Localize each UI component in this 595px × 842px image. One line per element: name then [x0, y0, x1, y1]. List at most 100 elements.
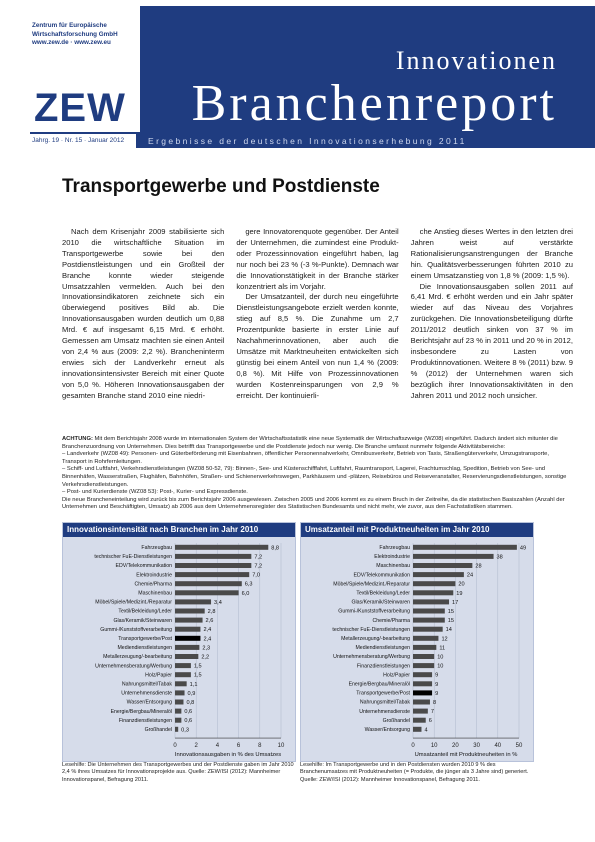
- bar: [175, 708, 182, 714]
- value-label: 0,6: [184, 718, 192, 724]
- meta-row: [30, 134, 595, 148]
- value-label: 0,8: [186, 700, 194, 706]
- bar: [175, 654, 199, 659]
- category-label: Gummi-/Kunststoffverarbeitung: [100, 627, 172, 633]
- bar: [413, 599, 450, 605]
- x-axis-label: Innovationsausgaben in % des Umsatzes: [175, 752, 281, 758]
- category-label: Mediendienstleistungen: [355, 645, 410, 651]
- value-label: 8: [433, 700, 436, 706]
- category-label: Großhandel: [145, 727, 172, 733]
- category-label: Metallerzeugung/-bearbeitung: [341, 636, 410, 642]
- category-label: Elektroindustrie: [374, 554, 410, 560]
- x-axis-label: Umsatzanteil mit Produktneuheiten in %: [415, 752, 518, 758]
- chart-product-novelty-share: Umsatzanteil mit Produktneuheiten im Jah…: [300, 522, 534, 762]
- category-label: Holz/Papier: [145, 672, 172, 678]
- header-banner: Zentrum für Europäische Wirtschaftsforsc…: [30, 6, 595, 148]
- x-tick-label: 20: [452, 743, 459, 749]
- category-label: EDV/Telekommunikation: [353, 572, 410, 578]
- bar: [175, 563, 252, 568]
- bar: [413, 626, 443, 632]
- category-label: EDV/Telekommunikation: [115, 563, 172, 569]
- value-label: 15: [448, 618, 454, 624]
- value-label: 8,8: [271, 545, 279, 551]
- category-label: Möbel/Spiele/Medizint./Reparatur: [333, 581, 410, 587]
- bar: [175, 717, 182, 723]
- publisher-block: Zentrum für Europäische Wirtschaftsforsc…: [30, 6, 140, 88]
- bar: [413, 726, 422, 732]
- category-label: Fahrzeugbau: [379, 545, 410, 551]
- note-text-2: Die neue Brancheneinteilung wird zurück …: [62, 496, 565, 511]
- value-label: 2,4: [203, 636, 211, 642]
- category-label: technischer FuE-Dienstleistungen: [94, 554, 172, 560]
- bar: [175, 690, 185, 696]
- bar: [413, 708, 428, 714]
- bar: [413, 663, 435, 669]
- bar: [175, 572, 250, 578]
- note-label: ACHTUNG:: [62, 436, 93, 442]
- value-label: 4: [424, 727, 427, 733]
- bar: [175, 544, 269, 550]
- category-label: Unternehmensdienste: [359, 709, 410, 715]
- x-tick-label: 10: [431, 743, 438, 749]
- bar: [413, 563, 473, 568]
- value-label: 1,5: [194, 664, 202, 670]
- bar: [413, 617, 445, 623]
- chart-caption-left: Lesehilfe: Die Unternehmen des Transport…: [62, 762, 294, 783]
- value-label: 6: [429, 718, 432, 724]
- category-label: Finanzdienstleistungen: [357, 663, 410, 669]
- chart-innovation-intensity: Innovationsintensität nach Branchen im J…: [62, 522, 296, 762]
- bar: [175, 608, 205, 614]
- category-label: Chemie/Pharma: [373, 618, 411, 624]
- category-label: Gummi-/Kunststoffverarbeitung: [338, 609, 410, 615]
- bar: [413, 672, 433, 678]
- category-label: Möbel/Spiele/Medizint./Reparatur: [95, 600, 172, 606]
- value-label: 12: [441, 636, 447, 642]
- article-paragraph: gere Innovatorenquote gegenüber. Der Ant…: [236, 227, 399, 291]
- report-subtitle: Ergebnisse der deutschen Innovationserhe…: [148, 136, 467, 146]
- bar: [175, 553, 252, 559]
- value-label: 7: [431, 709, 434, 715]
- category-label: Energie/Bergbau/Mineralöl: [349, 682, 410, 688]
- article-column-3: che Anstieg dieses Wertes in den letzten…: [411, 227, 573, 437]
- bar: [175, 635, 201, 641]
- value-label: 2,8: [208, 609, 216, 615]
- bar: [175, 599, 212, 605]
- article-paragraph: Der Umsatzanteil, der durch neu eingefüh…: [236, 292, 399, 400]
- note-text: Mit dem Berichtsjahr 2008 wurde im inter…: [62, 436, 558, 450]
- value-label: 38: [497, 554, 503, 560]
- bar: [175, 681, 187, 687]
- category-label: Unternehmensberatung/Werbung: [333, 654, 410, 660]
- bar: [413, 581, 456, 587]
- bar: [175, 699, 184, 705]
- category-label: Textil/Bekleidung/Leder: [356, 591, 410, 597]
- value-label: 2,3: [202, 645, 210, 651]
- category-label: Chemie/Pharma: [135, 581, 173, 587]
- bar: [175, 672, 191, 678]
- bar: [413, 681, 433, 687]
- value-label: 19: [456, 591, 462, 597]
- value-label: 3,4: [214, 600, 222, 606]
- value-label: 15: [448, 609, 454, 615]
- bar: [175, 581, 242, 587]
- note-bullet: – Schiff- und Luftfahrt, Verkehrsdienstl…: [62, 466, 567, 488]
- bar: [175, 590, 239, 596]
- bar: [413, 544, 517, 550]
- bar: [413, 699, 430, 705]
- value-label: 2,6: [206, 618, 214, 624]
- category-label: Metallerzeugung/-bearbeitung: [103, 654, 172, 660]
- bar: [413, 572, 464, 578]
- value-label: 6,3: [245, 582, 253, 588]
- article-title: Transportgewerbe und Postdienste: [62, 176, 380, 197]
- x-tick-label: 8: [258, 743, 262, 749]
- value-label: 49: [520, 545, 526, 551]
- value-label: 9: [435, 682, 438, 688]
- category-label: Maschinenbau: [138, 591, 172, 597]
- x-tick-label: 30: [473, 743, 480, 749]
- publisher-web[interactable]: www.zew.de · www.zew.eu: [32, 39, 111, 46]
- article-body: Nach dem Krisenjahr 2009 stabilisierte s…: [62, 227, 573, 437]
- methodology-note: ACHTUNG: Mit dem Berichtsjahr 2008 wurde…: [62, 436, 573, 512]
- value-label: 10: [437, 655, 443, 661]
- article-paragraph: Die Innovationsausgaben sollen 2011 auf …: [410, 281, 573, 400]
- category-label: Wasser/Entsorgung: [365, 727, 410, 733]
